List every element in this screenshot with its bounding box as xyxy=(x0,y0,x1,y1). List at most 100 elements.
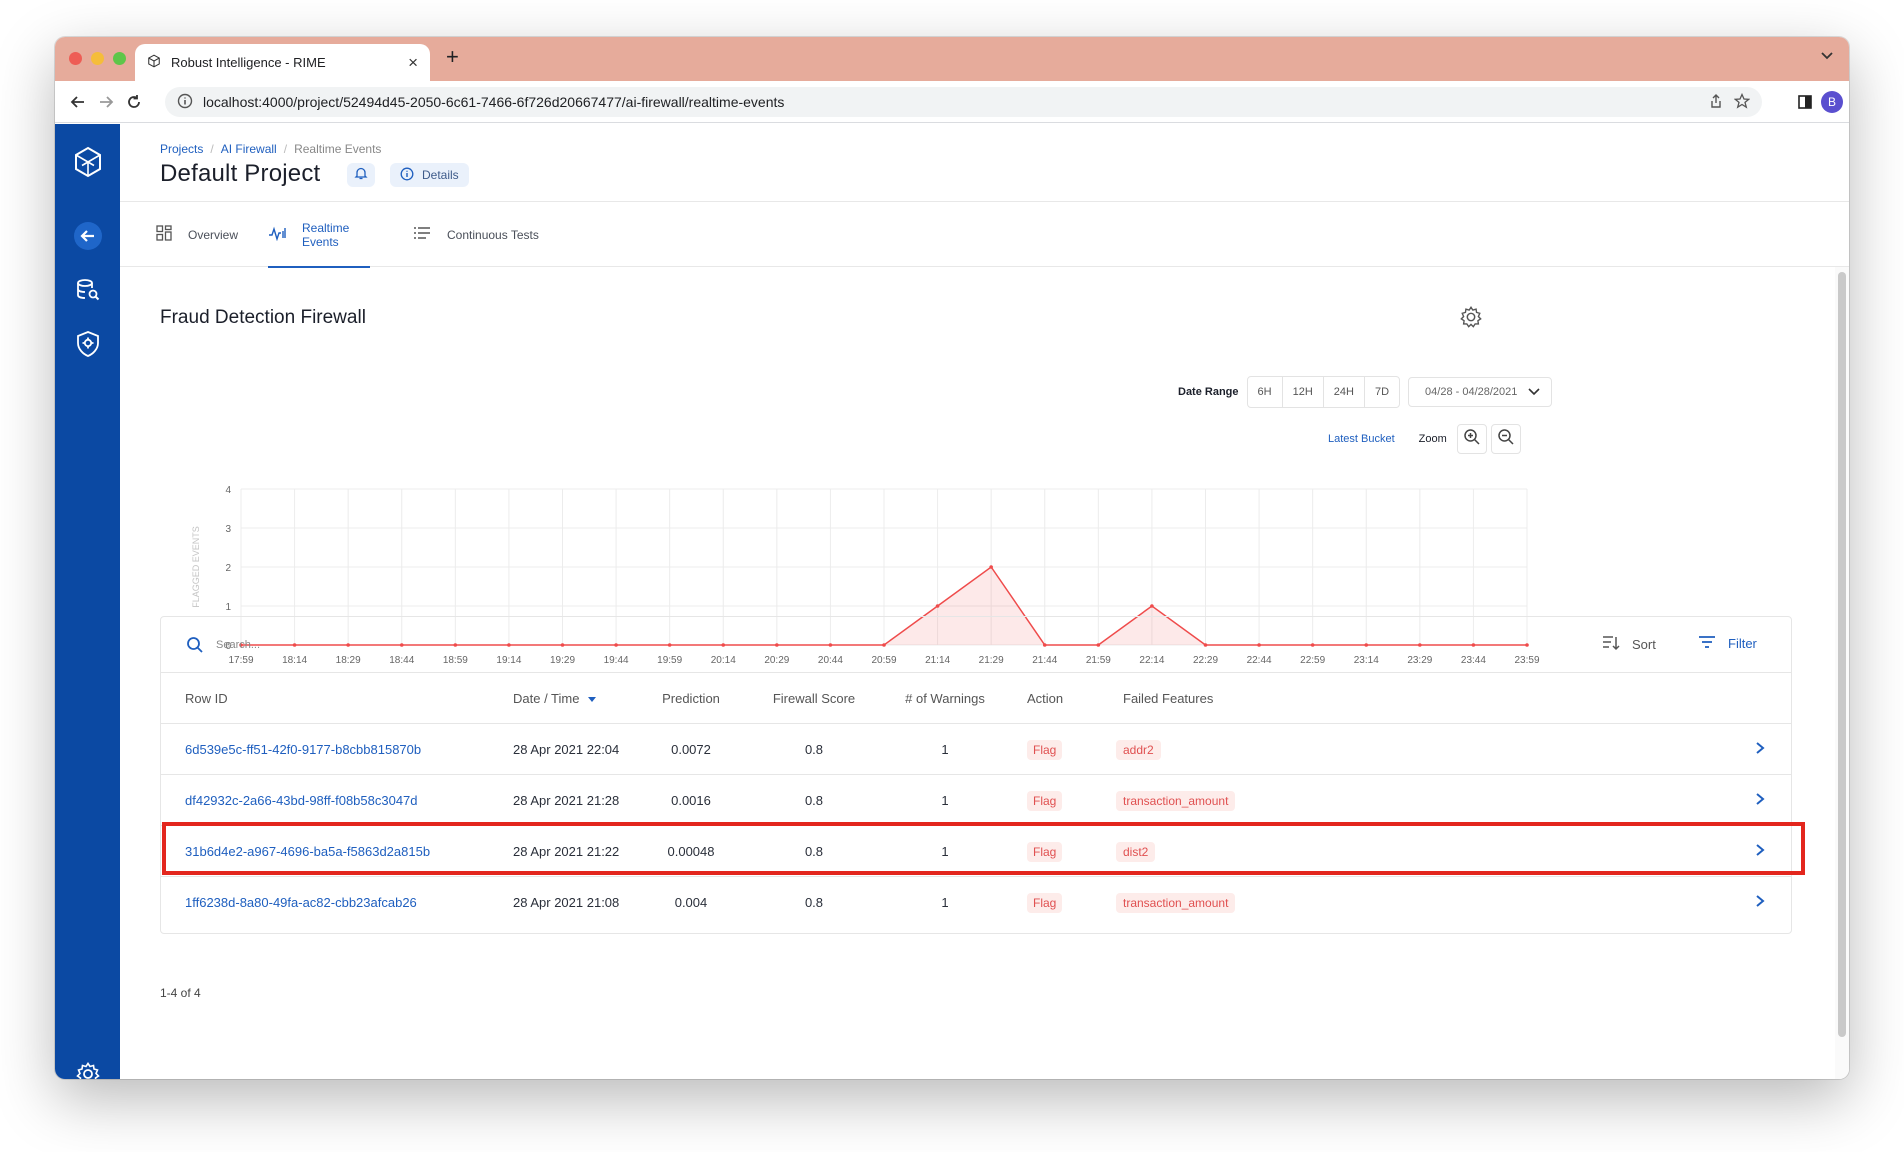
zoom-in-button[interactable] xyxy=(1457,424,1487,454)
range-7d-button[interactable]: 7D xyxy=(1365,377,1399,407)
sort-label: Sort xyxy=(1632,637,1656,652)
date-value: 04/28 - 04/28/2021 xyxy=(1425,386,1517,398)
col-firewall-score[interactable]: Firewall Score xyxy=(761,673,867,723)
close-tab-icon[interactable]: × xyxy=(408,54,418,71)
row-datetime: 28 Apr 2021 21:08 xyxy=(513,877,619,928)
tab-label: Overview xyxy=(188,228,238,242)
row-score: 0.8 xyxy=(761,826,867,877)
back-arrow-icon[interactable] xyxy=(55,216,120,256)
chevron-right-icon[interactable] xyxy=(1754,843,1766,862)
new-tab-button[interactable]: + xyxy=(446,46,459,68)
site-info-icon[interactable] xyxy=(177,93,193,112)
chevron-right-icon[interactable] xyxy=(1754,894,1766,913)
row-id-link[interactable]: 31b6d4e2-a967-4696-ba5a-f5863d2a815b xyxy=(185,826,430,877)
row-id-link[interactable]: 6d539e5c-ff51-42f0-9177-b8cbb815870b xyxy=(185,724,421,775)
table-toolbar: Sort Filter xyxy=(161,617,1791,673)
minimize-window-button[interactable] xyxy=(91,52,104,65)
scrollbar-thumb[interactable] xyxy=(1838,272,1846,1037)
sort-icon xyxy=(1602,635,1620,654)
tab-label: Continuous Tests xyxy=(447,228,539,242)
profile-avatar[interactable]: B xyxy=(1819,89,1845,115)
page-header: Projects / AI Firewall / Realtime Events… xyxy=(120,124,1849,202)
flag-badge: Flag xyxy=(1027,893,1062,913)
data-point xyxy=(1150,604,1154,608)
pagination-text: 1-4 of 4 xyxy=(160,986,201,1000)
zoom-out-button[interactable] xyxy=(1491,424,1521,454)
row-id-link[interactable]: 1ff6238d-8a80-49fa-ac82-cbb23afcab26 xyxy=(185,877,417,928)
browser-menu-icon[interactable] xyxy=(1846,89,1849,115)
page-title: Default Project xyxy=(160,160,320,188)
zoom-label: Zoom xyxy=(1419,433,1447,445)
col-action[interactable]: Action xyxy=(1027,673,1063,723)
breadcrumb-projects[interactable]: Projects xyxy=(160,142,203,156)
feature-badge: addr2 xyxy=(1116,740,1161,760)
latest-bucket-link[interactable]: Latest Bucket xyxy=(1328,433,1395,445)
browser-tab[interactable]: Robust Intelligence - RIME × xyxy=(135,44,430,81)
search-input[interactable] xyxy=(216,631,816,659)
project-tabs: Overview Realtime Events Continuous Test… xyxy=(120,202,1849,267)
side-panel-icon[interactable] xyxy=(1792,89,1818,115)
filter-label: Filter xyxy=(1728,636,1757,651)
bookmark-star-icon[interactable] xyxy=(1734,93,1750,112)
app-sidebar xyxy=(55,124,120,1079)
range-6h-button[interactable]: 6H xyxy=(1248,377,1283,407)
range-24h-button[interactable]: 24H xyxy=(1324,377,1365,407)
table-row[interactable]: 6d539e5c-ff51-42f0-9177-b8cbb815870b 28 … xyxy=(161,723,1791,774)
col-row-id[interactable]: Row ID xyxy=(185,673,228,723)
row-score: 0.8 xyxy=(761,775,867,826)
col-date-time[interactable]: Date / Time xyxy=(513,673,597,723)
col-warnings[interactable]: # of Warnings xyxy=(889,673,1001,723)
table-row[interactable]: 1ff6238d-8a80-49fa-ac82-cbb23afcab26 28 … xyxy=(161,876,1791,927)
row-datetime: 28 Apr 2021 21:28 xyxy=(513,775,619,826)
sort-button[interactable]: Sort xyxy=(1602,635,1656,654)
details-button[interactable]: Details xyxy=(390,163,469,187)
breadcrumb: Projects / AI Firewall / Realtime Events xyxy=(160,142,381,156)
row-score: 0.8 xyxy=(761,877,867,928)
breadcrumb-ai-firewall[interactable]: AI Firewall xyxy=(221,142,277,156)
tab-search-chevron-icon[interactable] xyxy=(1819,47,1835,68)
row-warnings: 1 xyxy=(889,775,1001,826)
close-window-button[interactable] xyxy=(69,52,82,65)
shield-gear-icon[interactable] xyxy=(55,324,120,364)
settings-icon[interactable] xyxy=(55,1061,120,1079)
info-icon xyxy=(400,167,414,184)
data-point xyxy=(936,604,940,608)
tab-overview[interactable]: Overview xyxy=(156,202,238,267)
row-id-link[interactable]: df42932c-2a66-43bd-98ff-f08b58c3047d xyxy=(185,775,418,826)
col-prediction[interactable]: Prediction xyxy=(641,673,741,723)
firewall-settings-icon[interactable] xyxy=(1459,305,1483,334)
events-table: Sort Filter Row ID Date / Time Pre xyxy=(160,616,1792,934)
feature-badge: transaction_amount xyxy=(1116,893,1235,913)
table-row[interactable]: df42932c-2a66-43bd-98ff-f08b58c3047d 28 … xyxy=(161,774,1791,825)
row-datetime: 28 Apr 2021 21:22 xyxy=(513,826,619,877)
filter-button[interactable]: Filter xyxy=(1698,635,1757,652)
share-icon[interactable] xyxy=(1708,93,1724,112)
date-picker[interactable]: 04/28 - 04/28/2021 xyxy=(1408,377,1552,407)
back-icon[interactable] xyxy=(65,89,91,115)
logo-icon[interactable] xyxy=(55,142,120,182)
tab-strip: Robust Intelligence - RIME × + xyxy=(55,37,1849,81)
tab-realtime-events[interactable]: Realtime Events xyxy=(268,202,370,267)
breadcrumb-separator: / xyxy=(284,142,287,156)
browser-window: Robust Intelligence - RIME × + localhost… xyxy=(55,37,1849,1079)
table-header: Row ID Date / Time Prediction Firewall S… xyxy=(161,673,1791,723)
forward-icon[interactable] xyxy=(93,89,119,115)
address-bar[interactable]: localhost:4000/project/52494d45-2050-6c6… xyxy=(165,87,1762,117)
row-datetime: 28 Apr 2021 22:04 xyxy=(513,724,619,775)
data-point xyxy=(989,565,993,569)
browser-toolbar: localhost:4000/project/52494d45-2050-6c6… xyxy=(55,81,1849,123)
notifications-button[interactable] xyxy=(347,163,375,187)
row-warnings: 1 xyxy=(889,877,1001,928)
table-row[interactable]: 31b6d4e2-a967-4696-ba5a-f5863d2a815b 28 … xyxy=(161,825,1791,876)
tab-continuous-tests[interactable]: Continuous Tests xyxy=(413,202,539,267)
col-failed-features[interactable]: Failed Features xyxy=(1123,673,1213,723)
chevron-right-icon[interactable] xyxy=(1754,741,1766,760)
range-12h-button[interactable]: 12H xyxy=(1283,377,1324,407)
row-warnings: 1 xyxy=(889,826,1001,877)
sort-desc-icon xyxy=(587,691,597,706)
data-search-icon[interactable] xyxy=(55,270,120,310)
maximize-window-button[interactable] xyxy=(113,52,126,65)
zoom-controls: Latest Bucket Zoom xyxy=(1328,424,1521,454)
chevron-right-icon[interactable] xyxy=(1754,792,1766,811)
reload-icon[interactable] xyxy=(121,89,147,115)
